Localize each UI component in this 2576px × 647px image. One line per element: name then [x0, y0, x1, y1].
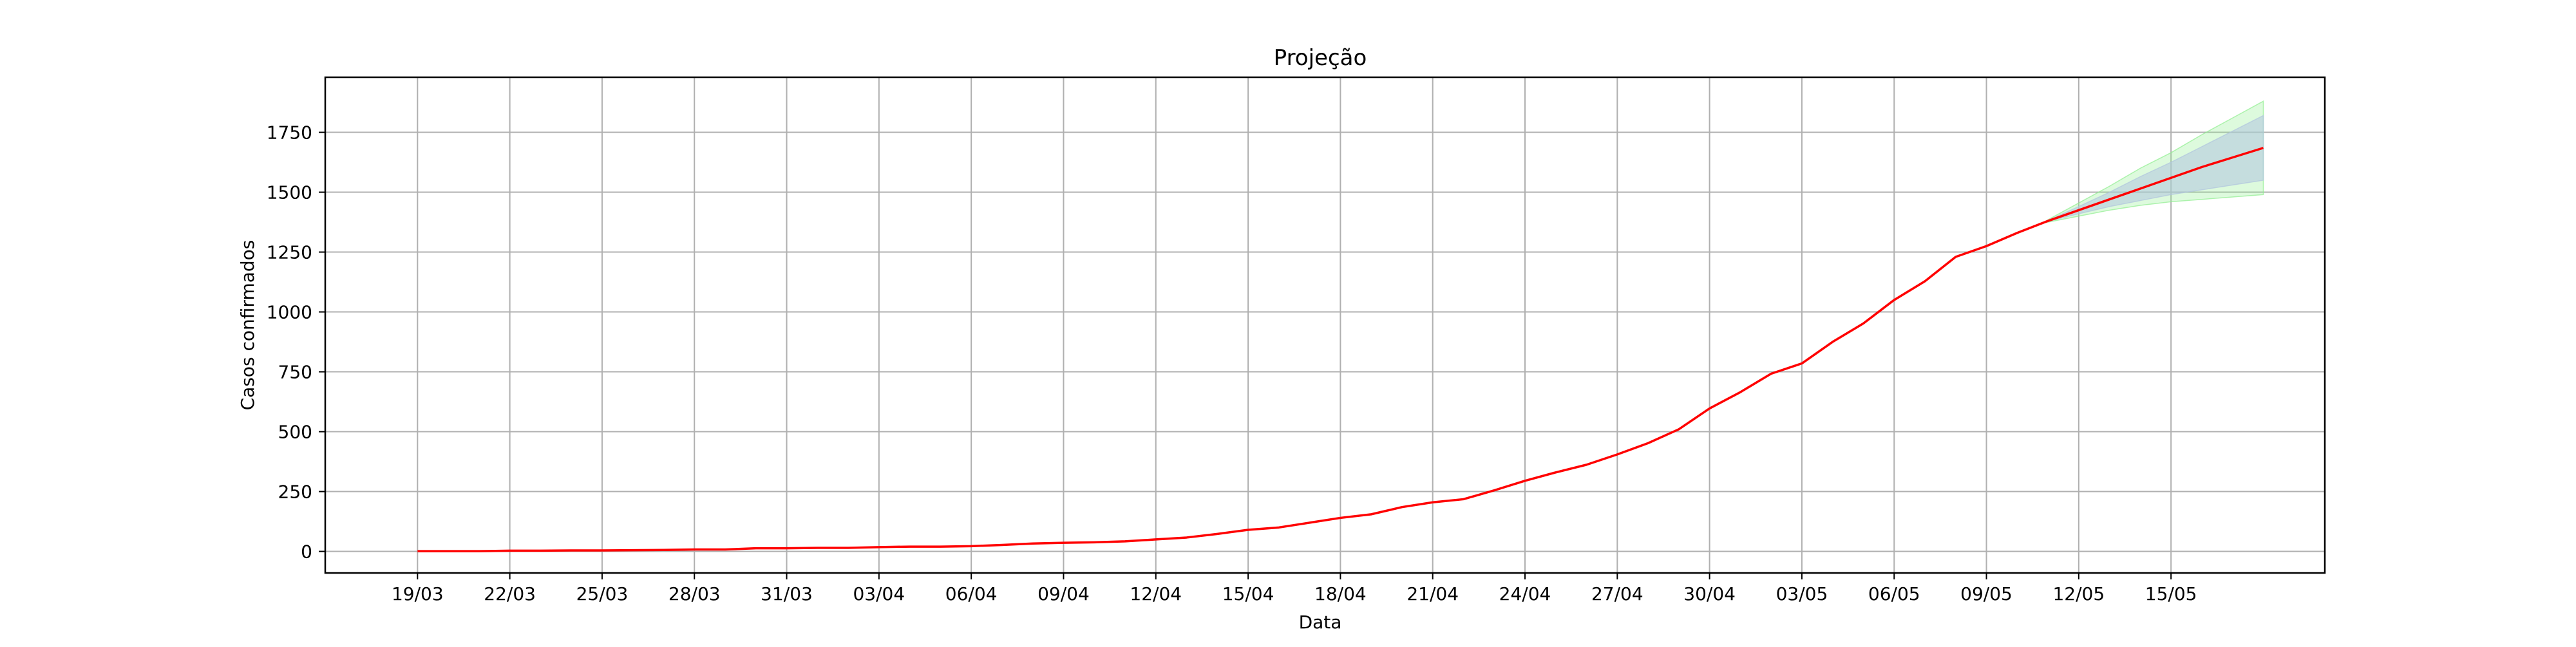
x-axis-ticks: 19/03 22/03 25/03 28/03 31/03 03/04 06/04 09/04…: [392, 573, 2197, 605]
chart-title: Projeção: [1274, 45, 1367, 71]
grid-lines: [325, 77, 2325, 573]
x-tick-label: 21/04: [1406, 583, 1459, 605]
x-tick-label: 09/04: [1037, 583, 1090, 605]
x-tick-label: 25/03: [576, 583, 629, 605]
y-tick-label: 500: [278, 422, 312, 443]
x-tick-label: 12/05: [2052, 583, 2105, 605]
x-tick-label: 24/04: [1499, 583, 1551, 605]
x-tick-label: 06/05: [1868, 583, 1920, 605]
x-tick-label: 18/04: [1314, 583, 1367, 605]
x-tick-label: 15/04: [1222, 583, 1274, 605]
confidence-bands: [2047, 100, 2264, 223]
y-tick-label: 0: [301, 541, 312, 563]
x-tick-label: 22/03: [484, 583, 536, 605]
y-tick-label: 750: [278, 362, 312, 383]
x-tick-label: 09/05: [1960, 583, 2012, 605]
x-tick-label: 28/03: [668, 583, 721, 605]
series-layer: [417, 147, 2264, 552]
y-tick-label: 1000: [267, 302, 312, 323]
y-tick-label: 1750: [267, 122, 312, 144]
plot-frame: [324, 76, 2326, 574]
x-axis-label: Data: [1299, 612, 1342, 633]
y-tick-label: 1250: [267, 242, 312, 263]
outer-confidence-band: [2047, 100, 2264, 223]
x-tick-label: 30/04: [1683, 583, 1736, 605]
inner-confidence-band: [2047, 115, 2264, 222]
series-line-confirmed-cases: [417, 147, 2264, 552]
x-tick-label: 03/04: [853, 583, 905, 605]
y-tick-label: 1500: [267, 182, 312, 203]
y-axis-label: Casos confirmados: [237, 240, 258, 411]
y-tick-label: 250: [278, 482, 312, 503]
x-tick-label: 19/03: [392, 583, 444, 605]
y-axis-ticks: 0 250 500 750 1000 1250 1500 1750: [267, 122, 325, 563]
x-tick-label: 12/04: [1130, 583, 1182, 605]
x-tick-label: 06/04: [945, 583, 998, 605]
x-tick-label: 03/05: [1776, 583, 1828, 605]
x-tick-label: 31/03: [761, 583, 813, 605]
x-tick-label: 15/05: [2145, 583, 2197, 605]
x-tick-label: 27/04: [1591, 583, 1643, 605]
